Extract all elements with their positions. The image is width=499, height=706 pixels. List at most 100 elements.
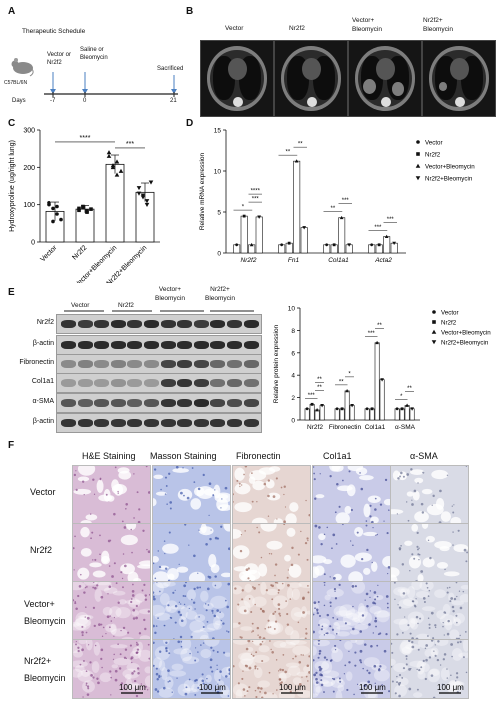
- nucleus: [183, 603, 186, 606]
- nucleus: [405, 655, 408, 658]
- nucleus: [298, 660, 302, 664]
- nucleus: [83, 660, 85, 662]
- nucleus: [137, 520, 141, 524]
- alveolus: [313, 555, 327, 564]
- nucleus: [465, 466, 468, 467]
- nucleus: [176, 677, 178, 679]
- alveolus: [411, 524, 419, 532]
- legend-marker: [431, 340, 437, 345]
- nucleus: [86, 693, 90, 696]
- alveolus: [426, 504, 444, 516]
- blot-band: [144, 379, 159, 387]
- data-point: [340, 407, 344, 411]
- nucleus: [168, 680, 171, 682]
- nucleus: [308, 655, 310, 658]
- alveolus: [233, 566, 250, 572]
- nucleus: [90, 674, 93, 677]
- nucleus: [212, 649, 215, 652]
- alveolus: [203, 602, 214, 610]
- alveolus: [298, 582, 310, 589]
- nucleus: [254, 603, 256, 606]
- nucleus: [329, 659, 332, 662]
- nucleus: [444, 568, 446, 571]
- nucleus: [114, 466, 117, 469]
- x-tick-label: Acta2: [374, 257, 392, 264]
- nucleus: [449, 600, 452, 603]
- nucleus: [365, 524, 368, 527]
- bar: [364, 408, 370, 421]
- nucleus: [329, 576, 331, 578]
- nucleus: [286, 623, 290, 626]
- alveolus: [258, 645, 270, 653]
- alveolus: [292, 677, 302, 685]
- x-tick-label: Nr2f2: [307, 424, 323, 431]
- nucleus: [140, 683, 143, 685]
- nucleus: [219, 611, 221, 613]
- y-tick-label: 10: [214, 169, 222, 176]
- nucleus: [133, 517, 135, 519]
- nucleus: [401, 676, 404, 679]
- significance-label: **: [339, 379, 344, 385]
- alveolus: [171, 663, 184, 671]
- alveolus: [268, 612, 276, 627]
- nucleus: [323, 604, 326, 607]
- nucleus: [272, 612, 275, 616]
- alveolus: [459, 594, 468, 603]
- alveolus: [253, 666, 263, 679]
- alveolus: [450, 516, 462, 524]
- histology-image: [312, 465, 391, 525]
- nucleus: [219, 670, 222, 673]
- data-point: [287, 241, 291, 245]
- nucleus: [245, 664, 248, 668]
- nucleus: [146, 548, 148, 551]
- data-point: [118, 168, 124, 173]
- blot-band: [94, 320, 110, 328]
- nucleus: [216, 668, 218, 671]
- nucleus: [394, 692, 397, 695]
- panel-letter-f: F: [8, 440, 15, 451]
- days-label: Days: [12, 98, 26, 104]
- data-point: [47, 201, 51, 205]
- nucleus: [334, 649, 337, 651]
- blot-band: [177, 399, 193, 407]
- nucleus: [313, 659, 315, 662]
- nucleus: [252, 630, 255, 633]
- data-point: [55, 212, 59, 216]
- alveolus: [252, 480, 266, 491]
- nucleus: [374, 508, 377, 511]
- legend-marker: [415, 176, 421, 181]
- nucleus: [326, 632, 329, 635]
- nucleus: [168, 531, 171, 534]
- nucleus: [375, 534, 377, 536]
- significance-label: ***: [342, 198, 350, 204]
- alveolus: [133, 577, 142, 582]
- nucleus: [94, 644, 97, 647]
- nucleus: [354, 664, 357, 667]
- bar: [374, 342, 380, 421]
- nucleus: [131, 672, 134, 675]
- alveolus: [287, 665, 301, 677]
- bar: [399, 408, 405, 421]
- nucleus: [107, 539, 111, 543]
- blot-band: [110, 320, 126, 328]
- nucleus: [99, 534, 101, 537]
- alveolus: [226, 666, 230, 674]
- nucleus: [209, 537, 212, 541]
- nucleus: [157, 550, 159, 552]
- ct-image-vector: [200, 40, 274, 117]
- alveolus: [409, 618, 419, 630]
- alveolus: [408, 617, 416, 629]
- nucleus: [300, 654, 302, 656]
- nucleus: [399, 475, 401, 478]
- nucleus: [374, 682, 376, 684]
- hist-col-he: H&E Staining: [82, 451, 136, 461]
- ct-label-nr2f2: Nr2f2: [289, 25, 305, 32]
- blot-band: [243, 399, 259, 407]
- nucleus: [184, 595, 187, 598]
- data-point: [280, 243, 284, 247]
- hist-row-vb-2: Bleomycin: [24, 616, 66, 626]
- nucleus: [155, 625, 158, 627]
- step-saline-bleomycin: Saline or Bleomycin: [80, 46, 108, 62]
- nucleus: [418, 547, 420, 549]
- nucleus: [286, 576, 289, 579]
